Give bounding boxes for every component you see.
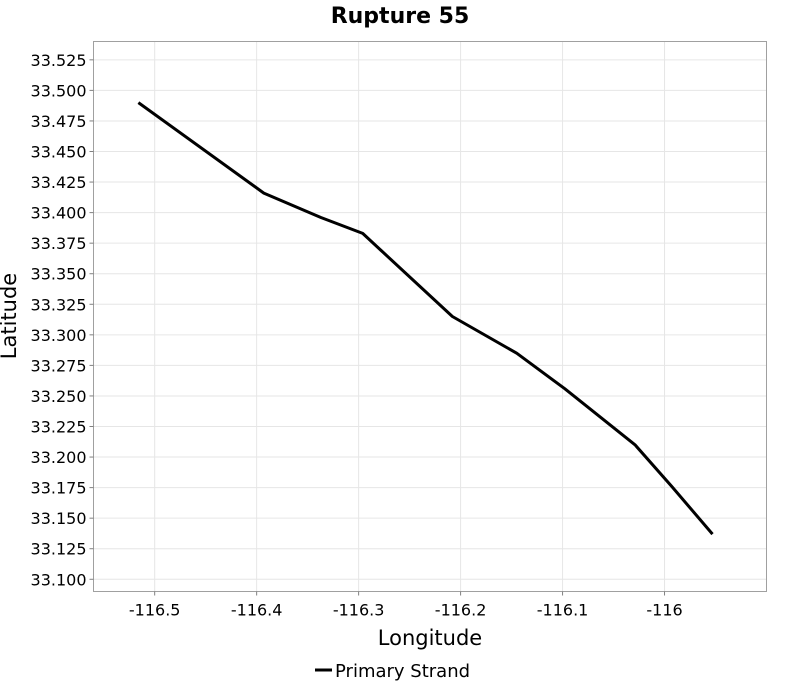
x-tick-label: -116.1 xyxy=(537,601,589,620)
chart-title: Rupture 55 xyxy=(331,4,470,29)
x-tick-label: -116.3 xyxy=(333,601,385,620)
series-layer xyxy=(137,101,714,536)
x-axis-label: Longitude xyxy=(378,626,482,650)
y-tick-label: 33.150 xyxy=(31,509,87,528)
y-tick-label: 33.450 xyxy=(31,143,87,162)
y-tick-label: 33.300 xyxy=(31,326,87,345)
y-tick-label: 33.400 xyxy=(31,204,87,223)
y-axis-label: Latitude xyxy=(0,273,21,359)
x-tick-label: -116.5 xyxy=(129,601,181,620)
y-tick-label: 33.350 xyxy=(31,265,87,284)
y-tick-label: 33.425 xyxy=(31,173,87,192)
y-tick-label: 33.125 xyxy=(31,540,87,559)
x-tick-label: -116.4 xyxy=(231,601,283,620)
y-tick-label: 33.275 xyxy=(31,356,87,375)
plot-area xyxy=(93,41,767,592)
y-tick-label: 33.525 xyxy=(31,51,87,70)
y-tick-label: 33.475 xyxy=(31,112,87,131)
x-tick-label: -116.2 xyxy=(435,601,487,620)
y-tick-label: 33.225 xyxy=(31,418,87,437)
y-axis-ticks: 33.100 33.125 33.150 33.175 33.200 33.225 33.2… xyxy=(31,51,94,589)
y-tick-label: 33.500 xyxy=(31,81,87,100)
grid-lines xyxy=(93,41,767,592)
y-tick-label: 33.100 xyxy=(31,570,87,589)
y-tick-label: 33.325 xyxy=(31,295,87,314)
y-tick-label: 33.200 xyxy=(31,448,87,467)
y-tick-label: 33.250 xyxy=(31,387,87,406)
y-tick-label: 33.175 xyxy=(31,479,87,498)
x-axis-ticks: -116.5 -116.4 -116.3 -116.2 -116.1 -116 xyxy=(129,591,683,620)
legend: Primary Strand xyxy=(315,661,470,682)
series-line-primary-strand xyxy=(137,101,714,536)
legend-label-primary-strand: Primary Strand xyxy=(335,661,470,682)
y-tick-label: 33.375 xyxy=(31,234,87,253)
x-tick-label: -116 xyxy=(646,601,682,620)
